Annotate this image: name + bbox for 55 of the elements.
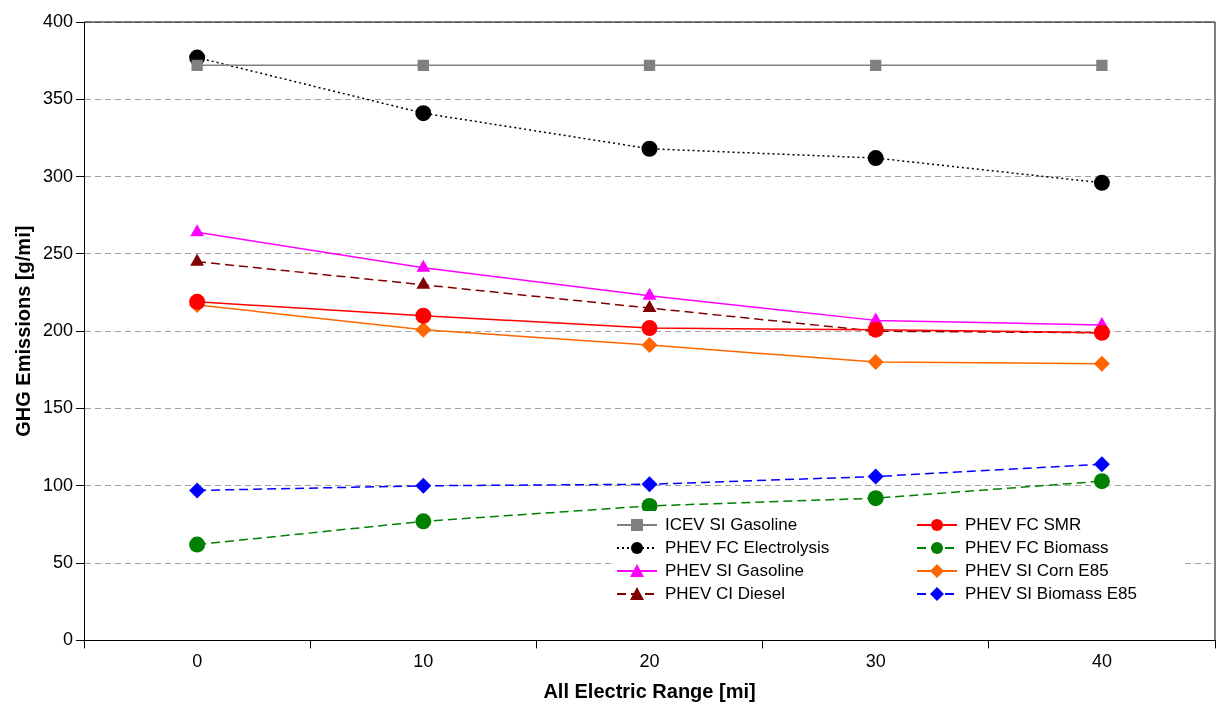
point	[643, 59, 656, 71]
y-tick-label: 250	[42, 242, 74, 263]
point	[867, 490, 884, 507]
point	[642, 287, 657, 300]
point	[867, 354, 884, 371]
point	[642, 300, 657, 313]
x-axis-title: All Electric Range [mi]	[543, 679, 756, 702]
legend-label: PHEV SI Gasoline	[665, 561, 804, 581]
x-tick-label: 40	[1091, 651, 1112, 672]
legend-label: PHEV SI Biomass E85	[965, 584, 1137, 604]
point	[415, 321, 432, 338]
point	[641, 337, 658, 354]
point	[416, 276, 431, 289]
y-tick-label: 0	[63, 629, 74, 650]
point	[415, 477, 432, 494]
point	[641, 140, 658, 157]
point	[416, 259, 431, 272]
point	[415, 105, 432, 122]
point	[191, 59, 203, 71]
y-tick-label: 150	[42, 397, 74, 418]
point	[1093, 473, 1110, 490]
legend-label: ICEV SI Gasoline	[665, 515, 798, 535]
y-tick-label: 100	[42, 474, 74, 495]
point	[417, 59, 429, 71]
point	[189, 536, 206, 553]
x-tick-label: 20	[639, 651, 660, 672]
point	[1093, 355, 1110, 372]
y-tick-label: 350	[42, 88, 74, 109]
y-tick-label: 200	[42, 320, 74, 341]
point	[1093, 456, 1110, 473]
legend-label: PHEV CI Diesel	[665, 584, 785, 604]
point	[415, 307, 432, 324]
x-tick-label: 30	[865, 651, 886, 672]
point	[415, 513, 432, 530]
legend-label: PHEV FC SMR	[965, 515, 1082, 535]
y-tick-label: 300	[42, 165, 74, 186]
legend-label: PHEV SI Corn E85	[965, 561, 1109, 581]
point	[1096, 59, 1108, 71]
x-tick-label: 0	[192, 651, 203, 672]
point	[641, 320, 658, 337]
legend-label: PHEV FC Biomass	[965, 538, 1109, 558]
legend-label: PHEV FC Electrolysis	[665, 538, 830, 558]
point	[190, 224, 205, 237]
y-tick-label: 50	[53, 552, 74, 573]
x-tick-label: 10	[413, 651, 434, 672]
point	[867, 468, 884, 485]
point	[870, 59, 882, 71]
point	[641, 476, 658, 493]
point	[190, 253, 205, 266]
y-tick-label: 400	[42, 10, 74, 31]
point	[867, 150, 884, 167]
y-axis-title: GHG Emissions [g/mi]	[11, 225, 34, 437]
point	[1093, 324, 1110, 341]
point	[1093, 174, 1110, 191]
point	[189, 482, 206, 499]
